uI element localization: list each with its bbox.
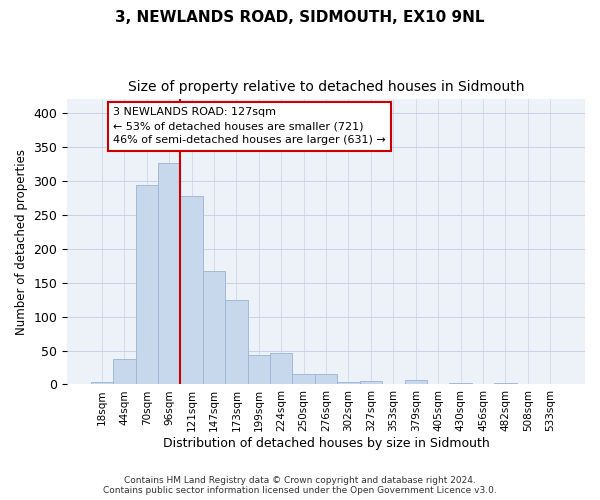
Bar — [292, 374, 315, 384]
Text: Contains HM Land Registry data © Crown copyright and database right 2024.
Contai: Contains HM Land Registry data © Crown c… — [103, 476, 497, 495]
Bar — [449, 383, 472, 384]
Bar — [158, 163, 181, 384]
Bar — [494, 383, 517, 384]
Bar — [203, 271, 225, 384]
Y-axis label: Number of detached properties: Number of detached properties — [15, 149, 28, 335]
Bar — [113, 360, 136, 384]
Bar — [136, 185, 158, 384]
Bar — [315, 374, 337, 384]
Text: 3 NEWLANDS ROAD: 127sqm
← 53% of detached houses are smaller (721)
46% of semi-d: 3 NEWLANDS ROAD: 127sqm ← 53% of detache… — [113, 108, 386, 146]
Bar — [91, 382, 113, 384]
Title: Size of property relative to detached houses in Sidmouth: Size of property relative to detached ho… — [128, 80, 524, 94]
Bar — [248, 354, 270, 384]
Bar — [225, 300, 248, 384]
Bar — [360, 381, 382, 384]
Text: 3, NEWLANDS ROAD, SIDMOUTH, EX10 9NL: 3, NEWLANDS ROAD, SIDMOUTH, EX10 9NL — [115, 10, 485, 25]
Bar — [270, 353, 292, 384]
Bar — [181, 196, 203, 384]
Bar — [337, 382, 360, 384]
X-axis label: Distribution of detached houses by size in Sidmouth: Distribution of detached houses by size … — [163, 437, 490, 450]
Bar — [404, 380, 427, 384]
